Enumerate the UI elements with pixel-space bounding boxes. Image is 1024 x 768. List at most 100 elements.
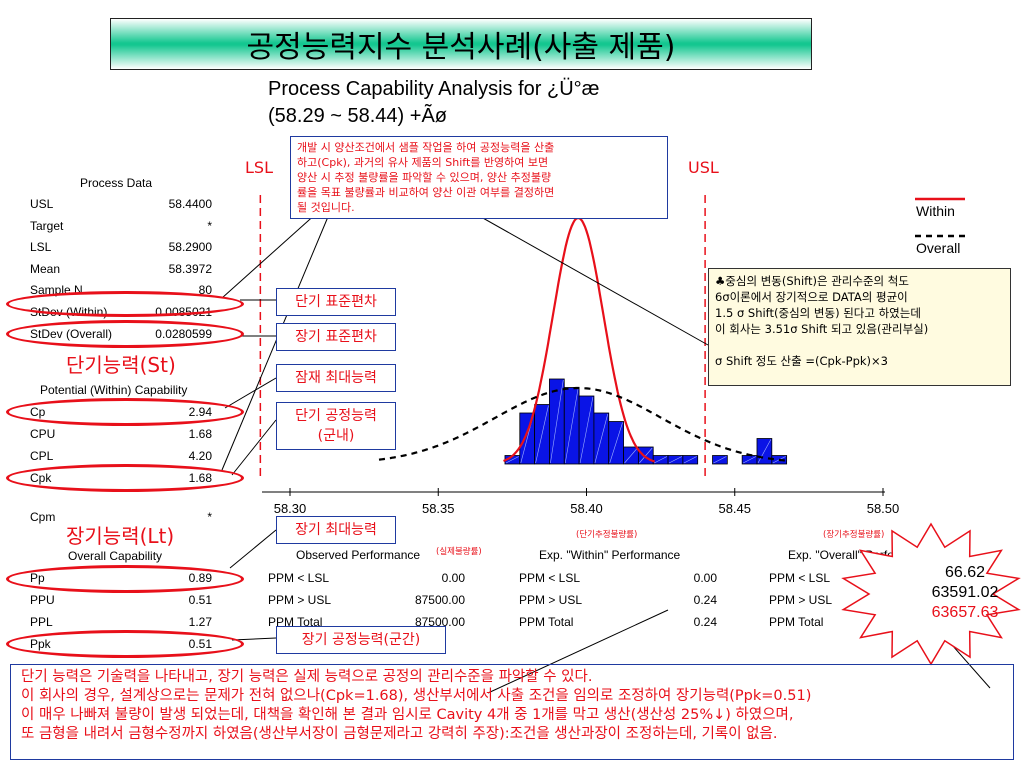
row-value: 0.00 — [441, 571, 465, 585]
burst-value-2: 63591.02 — [931, 584, 999, 601]
row-key: PPM > USL — [268, 593, 332, 607]
bottom-explanation: 단기 능력은 기술력을 나타내고, 장기 능력은 실제 능력으로 공정의 관리수… — [10, 664, 1014, 760]
row-key: PPU — [30, 593, 55, 607]
bar-hatch — [668, 456, 682, 464]
row-key: Mean — [30, 261, 61, 276]
row-value: 87500.00 — [414, 593, 465, 607]
data-row: PPM Total 87500.00 — [268, 615, 465, 635]
label-lt-capability: 장기 공정능력(군간) — [276, 626, 446, 654]
row-value: 58.4400 — [168, 197, 212, 211]
row-key: PPL — [30, 615, 53, 629]
data-row: Mean 58.3972 — [30, 262, 212, 282]
row-value: 58.2900 — [168, 240, 212, 255]
observed-header: Observed Performance — [296, 548, 421, 562]
legend-within-label: Within — [916, 203, 955, 219]
row-key: Target — [30, 218, 64, 233]
burst-value-1: 66.62 — [944, 564, 986, 581]
label-lt-stdev: 장기 표준편차 — [276, 323, 396, 351]
within-note: (단기추정불량률) — [576, 530, 638, 540]
label-st-stdev: 단기 표준편차 — [276, 288, 396, 316]
bottom-line-1: 단기 능력은 기술력을 나타내고, 장기 능력은 실제 능력으로 공정의 관리수… — [21, 669, 593, 685]
data-row: PPU 0.51 — [30, 593, 212, 613]
data-row: PPM Total 0.24 — [519, 615, 717, 635]
potential-header: Potential (Within) Capability — [40, 383, 188, 397]
row-value: 1.68 — [188, 427, 212, 441]
row-key: PPM > USL — [769, 593, 833, 607]
row-value: 1.27 — [188, 615, 212, 629]
data-row: PPM > USL 0.24 — [519, 593, 717, 613]
data-row: PPM < LSL 0.00 — [268, 571, 465, 591]
highlight-oval-pp — [6, 565, 244, 593]
row-key: LSL — [30, 240, 52, 255]
data-row: USL 58.4400 — [30, 197, 212, 217]
row-key: PPM Total — [769, 615, 824, 629]
top-note: 개발 시 양산조건에서 샘플 작업을 하여 공정능력을 산출 하고(Cpk), … — [290, 136, 668, 219]
row-key: CPU — [30, 427, 56, 441]
bottom-line-2: 이 회사의 경우, 설계상으로는 문제가 전혀 없으나(Cpk=1.68), 생… — [21, 688, 812, 704]
row-key: PPM < LSL — [519, 571, 581, 585]
highlight-oval-ppk — [6, 630, 244, 658]
data-row: PPM < LSL — [769, 571, 839, 591]
within-header: Exp. "Within" Performance — [539, 548, 681, 562]
data-row: PPL 1.27 — [30, 615, 212, 635]
row-value: 0.24 — [693, 593, 717, 607]
bar-hatch — [683, 456, 697, 464]
bar-hatch — [594, 413, 609, 464]
bar-hatch — [713, 456, 727, 464]
bar-hatch — [639, 447, 653, 464]
usl-label: USL — [688, 158, 719, 177]
label-potential-max: 잠재 최대능력 — [276, 364, 396, 392]
bar-hatch — [579, 396, 594, 464]
data-row: CPU 1.68 — [30, 427, 212, 447]
bottom-line-3: 이 매우 나빠져 불량이 발생 되었는데, 대책을 확인해 본 결과 임시로 C… — [21, 707, 794, 723]
x-tick-label: 58.45 — [718, 501, 751, 516]
label-st-capability: 단기 공정능력 (군내) — [276, 402, 396, 450]
row-key: PPM < LSL — [268, 571, 330, 585]
x-tick-label: 58.35 — [422, 501, 455, 516]
burst-values: 66.62 63591.02 63657.63 — [925, 563, 1005, 623]
highlight-oval-cp — [6, 398, 244, 426]
row-value: 0.24 — [693, 615, 717, 629]
banner-title: 공정능력지수 분석사례(사출 제품) — [110, 18, 812, 70]
lsl-label: LSL — [245, 158, 273, 177]
row-key: CPL — [30, 449, 54, 463]
row-value: 87500.00 — [414, 615, 465, 629]
row-key: PPM Total — [268, 615, 323, 629]
label-lt-max: 장기 최대능력 — [276, 516, 396, 544]
bar-hatch — [757, 439, 772, 464]
short-term-label: 단기능력(St) — [66, 353, 176, 377]
data-row: PPM Total — [769, 615, 839, 635]
overall-curve — [378, 386, 786, 462]
bar-hatch — [535, 405, 549, 464]
data-row: PPM < LSL 0.00 — [519, 571, 717, 591]
process-data-header: Process Data — [80, 176, 153, 190]
x-tick-label: 58.50 — [867, 501, 900, 516]
x-tick-label: 58.30 — [274, 501, 307, 516]
long-term-label: 장기능력(Lt) — [66, 524, 175, 548]
data-row: CPL 4.20 — [30, 449, 212, 469]
row-key: USL — [30, 197, 54, 211]
legend-overall-label: Overall — [916, 240, 961, 256]
bar-hatch — [550, 379, 564, 464]
highlight-oval-stdev-overall — [6, 320, 244, 348]
row-key: PPM Total — [519, 615, 574, 629]
row-value: 0.51 — [188, 593, 212, 607]
overall-perf-note: (장기추정불량률) — [823, 530, 885, 540]
row-value: 58.3972 — [168, 261, 212, 276]
bar-hatch — [505, 456, 519, 464]
bottom-line-4: 또 금형을 내려서 금형수정까지 하였음(생산부서장이 금형문제라고 강력히 주… — [21, 726, 778, 742]
cpm-value: * — [207, 510, 212, 524]
bar-hatch — [624, 447, 638, 464]
row-value: 0.00 — [693, 571, 717, 585]
x-tick-label: 58.40 — [570, 501, 603, 516]
highlight-oval-cpk — [6, 464, 244, 492]
row-key: PPM > USL — [519, 593, 583, 607]
bar-hatch — [743, 456, 757, 464]
observed-note: (실제불량률) — [436, 547, 482, 557]
data-row: PPM > USL — [769, 593, 839, 613]
bar-hatch — [564, 388, 579, 464]
plot-title: Process Capability Analysis for ¿Ü°æ (58… — [268, 78, 600, 127]
cpm-row: Cpm * — [30, 510, 212, 530]
burst-value-3: 63657.63 — [931, 604, 999, 621]
cpm-key: Cpm — [30, 510, 56, 524]
